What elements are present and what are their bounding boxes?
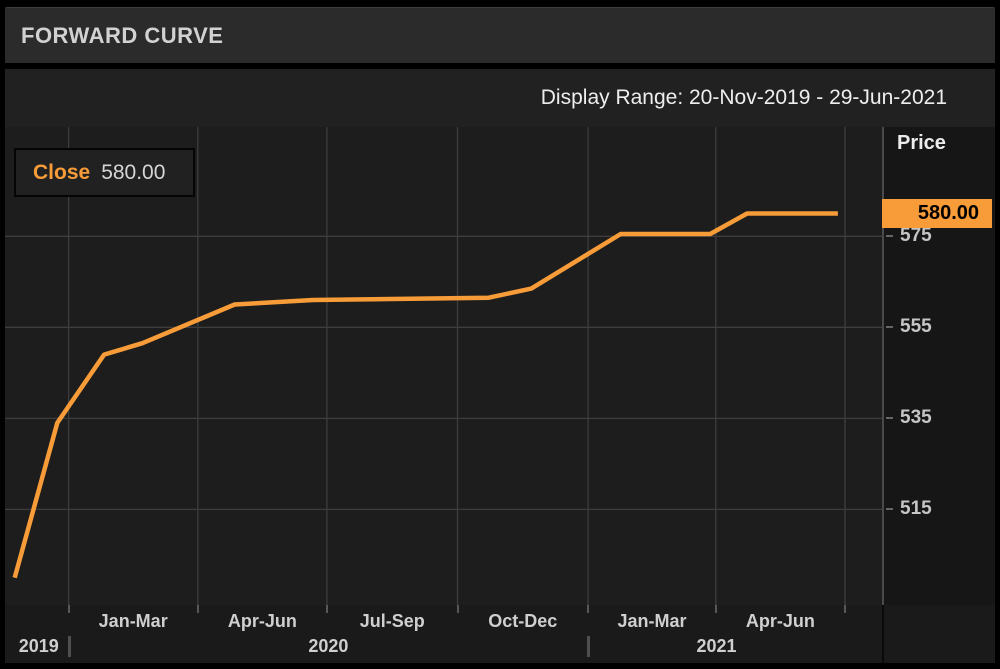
display-range-bar: Display Range: 20-Nov-2019 - 29-Jun-2021 — [5, 69, 995, 127]
quarter-tick — [844, 605, 846, 613]
price-tick-535: 535 — [884, 406, 932, 430]
quarter-label: Apr-Jun — [228, 611, 297, 632]
terminal-window: FORWARD CURVE Display Range: 20-Nov-2019… — [0, 0, 1000, 669]
chart-canvas[interactable] — [5, 127, 882, 605]
quarter-tick — [68, 605, 70, 613]
price-tick-515: 515 — [884, 497, 932, 521]
quarter-label: Apr-Jun — [746, 611, 815, 632]
price-tick-label: 555 — [900, 316, 932, 338]
chart-main: Close 580.00 Price 580.00 575 555 535 515 — [5, 127, 995, 605]
tick-dash — [886, 508, 893, 510]
quarter-tick — [715, 605, 717, 613]
tick-dash — [886, 417, 893, 419]
close-legend-value: 580.00 — [101, 161, 165, 185]
chart-plot-area[interactable]: Close 580.00 — [5, 127, 882, 605]
close-legend-box[interactable]: Close 580.00 — [14, 148, 195, 197]
quarter-tick — [587, 605, 589, 613]
quarter-label: Oct-Dec — [488, 611, 557, 632]
price-tick-label: 575 — [900, 225, 932, 247]
display-range-control[interactable]: Display Range: 20-Nov-2019 - 29-Jun-2021 — [541, 86, 947, 110]
quarter-tick — [326, 605, 328, 613]
time-axis-band: Jan-Mar Apr-Jun Jul-Sep Oct-Dec Jan-Mar Apr-J… — [5, 605, 995, 663]
axis-panel-divider — [882, 605, 884, 663]
price-tick-label: 515 — [900, 498, 932, 520]
last-price-badge: 580.00 — [882, 199, 992, 228]
quarter-label: Jul-Sep — [360, 611, 425, 632]
quarter-label: Jan-Mar — [99, 611, 168, 632]
forward-curve-line — [15, 214, 838, 578]
year-label-2019: 2019 — [19, 636, 59, 657]
price-axis-panel: Price 580.00 575 555 535 515 — [882, 127, 995, 605]
price-tick-label: 535 — [900, 407, 932, 429]
page-title: FORWARD CURVE — [21, 23, 223, 49]
close-legend-label: Close — [33, 161, 90, 185]
quarter-tick — [457, 605, 459, 613]
quarter-tick — [197, 605, 199, 613]
chart-title-bar: FORWARD CURVE — [5, 7, 995, 63]
year-separator — [68, 636, 71, 657]
quarter-label: Jan-Mar — [617, 611, 686, 632]
price-axis-title: Price — [897, 132, 946, 155]
year-label-2021: 2021 — [697, 636, 737, 657]
tick-dash — [886, 326, 893, 328]
year-separator — [587, 636, 590, 657]
price-tick-555: 555 — [884, 315, 932, 339]
year-label-2020: 2020 — [308, 636, 348, 657]
tick-dash — [886, 235, 893, 237]
